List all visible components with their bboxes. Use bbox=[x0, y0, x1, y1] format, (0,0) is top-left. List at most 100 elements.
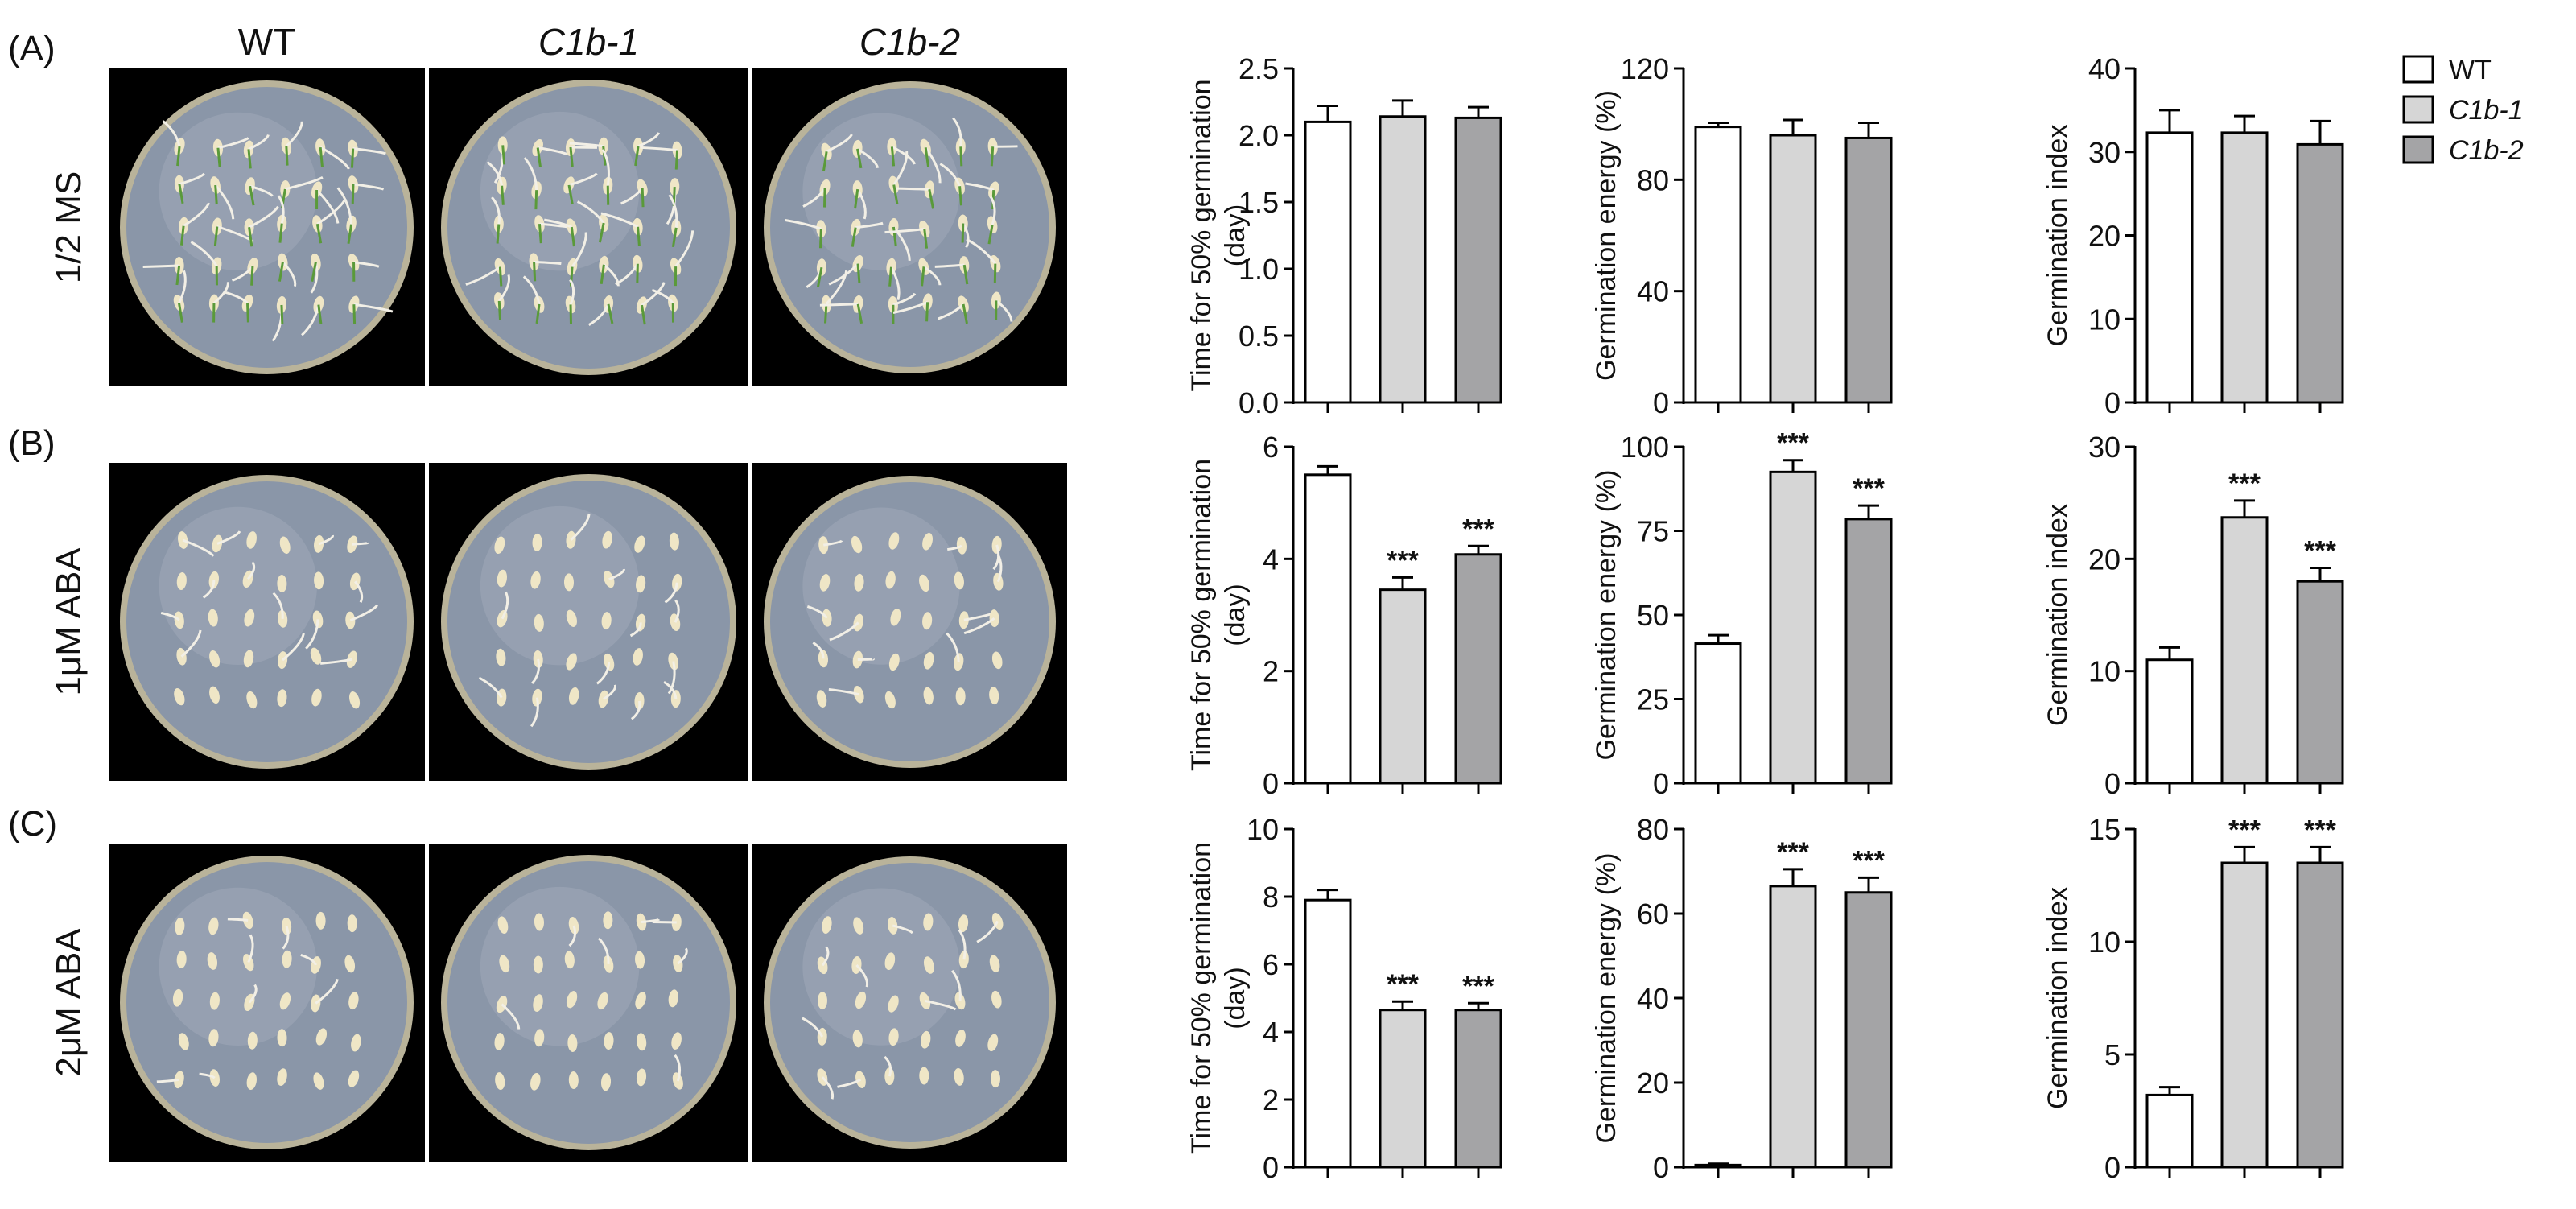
chart-r1-c0: 0 2 4 6 Time for 50% germination (day) *** *** bbox=[1186, 431, 1502, 800]
root bbox=[892, 292, 917, 307]
root bbox=[828, 687, 859, 696]
root bbox=[620, 187, 644, 205]
root bbox=[227, 918, 249, 922]
root bbox=[300, 954, 317, 966]
root bbox=[826, 134, 853, 153]
seed bbox=[923, 913, 934, 931]
shoot bbox=[856, 303, 863, 324]
seed bbox=[310, 647, 322, 665]
y-axis-label: Germination index bbox=[2042, 887, 2073, 1109]
root bbox=[319, 146, 350, 170]
seed bbox=[888, 995, 899, 1013]
condition-label-2: 2μM ABA bbox=[49, 928, 89, 1077]
shoot bbox=[352, 304, 357, 324]
seed bbox=[279, 992, 291, 1010]
seed bbox=[991, 651, 1003, 670]
seed bbox=[568, 687, 579, 705]
root bbox=[315, 978, 339, 1005]
seed bbox=[884, 952, 896, 970]
shoot bbox=[641, 304, 646, 325]
y-tick-label: 20 bbox=[2088, 220, 2121, 253]
root bbox=[934, 263, 965, 268]
root bbox=[992, 544, 1000, 571]
root bbox=[596, 662, 611, 685]
bar-wt bbox=[2145, 131, 2194, 404]
y-tick-label: 6 bbox=[1263, 948, 1279, 981]
seed bbox=[604, 1032, 614, 1050]
y-axis-label: Time for 50% germination (day) bbox=[1186, 79, 1251, 391]
shoot bbox=[250, 266, 254, 286]
bar-c1b-1 bbox=[1379, 1009, 1427, 1169]
shoot bbox=[246, 303, 249, 323]
shoot bbox=[823, 188, 826, 208]
y-tick-label: 10 bbox=[1247, 813, 1279, 846]
y-tick-label: 40 bbox=[2088, 52, 2121, 85]
root bbox=[608, 568, 625, 581]
seed bbox=[246, 1072, 257, 1090]
seed bbox=[277, 1029, 287, 1047]
genotype-header-0: WT bbox=[238, 21, 296, 63]
root bbox=[892, 300, 929, 314]
seed bbox=[668, 989, 678, 1008]
seed bbox=[494, 1033, 505, 1050]
shoot bbox=[890, 146, 896, 167]
seed bbox=[634, 951, 645, 969]
root bbox=[178, 270, 187, 304]
y-tick-label: 20 bbox=[2088, 543, 2121, 576]
y-tick-label: 15 bbox=[2088, 813, 2121, 846]
plate-photo-r2-c2 bbox=[752, 844, 1067, 1162]
bar-c1b-2 bbox=[1844, 136, 1893, 404]
root bbox=[856, 188, 867, 220]
y-tick-label: 100 bbox=[1621, 431, 1669, 464]
seed bbox=[314, 571, 324, 590]
seed bbox=[991, 990, 1002, 1009]
shoot bbox=[637, 226, 641, 246]
plate-highlight bbox=[480, 505, 640, 666]
root bbox=[958, 929, 967, 960]
root bbox=[637, 132, 660, 148]
root bbox=[603, 263, 620, 287]
root bbox=[674, 1054, 682, 1082]
shoot bbox=[533, 262, 537, 282]
y-tick-label: 2.0 bbox=[1239, 119, 1279, 152]
y-tick-label: 20 bbox=[1637, 1067, 1669, 1100]
seed bbox=[854, 573, 864, 592]
seed bbox=[671, 1032, 682, 1050]
root bbox=[285, 121, 303, 147]
root bbox=[924, 146, 942, 184]
root bbox=[923, 266, 942, 286]
root bbox=[182, 538, 215, 557]
seed bbox=[277, 1068, 287, 1086]
shoot bbox=[854, 188, 859, 209]
seed bbox=[534, 913, 544, 931]
root bbox=[570, 513, 591, 541]
shoot bbox=[501, 185, 505, 205]
seed bbox=[532, 533, 542, 551]
seed bbox=[209, 686, 220, 704]
seed bbox=[634, 535, 645, 553]
shoot bbox=[607, 303, 614, 324]
seed bbox=[530, 571, 541, 589]
root bbox=[963, 617, 995, 635]
shoot bbox=[538, 223, 542, 244]
seed bbox=[497, 569, 508, 588]
root bbox=[160, 612, 180, 621]
seed bbox=[315, 1028, 328, 1046]
shoot bbox=[962, 264, 969, 285]
seed bbox=[955, 1030, 966, 1047]
root bbox=[939, 163, 961, 187]
shoot bbox=[501, 145, 506, 165]
seed bbox=[533, 994, 543, 1012]
seed bbox=[530, 1072, 541, 1091]
shoot bbox=[178, 303, 183, 323]
chart-r0-c1: 0 40 80 120 Germination energy (%) bbox=[1591, 52, 1893, 419]
bar-wt bbox=[1694, 126, 1742, 404]
y-tick-label: 2 bbox=[1263, 655, 1279, 688]
plate-photo-r0-c1 bbox=[429, 68, 748, 386]
y-tick-label: 60 bbox=[1637, 897, 1669, 930]
bar-wt bbox=[2145, 1093, 2194, 1169]
root bbox=[947, 544, 963, 551]
root bbox=[641, 918, 661, 924]
plate-photo-r0-c2 bbox=[752, 68, 1067, 386]
